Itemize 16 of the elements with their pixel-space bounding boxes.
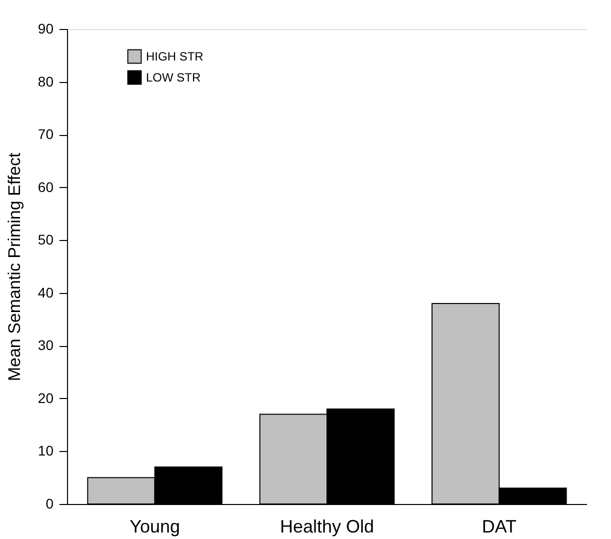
- y-tick-label: 20: [38, 390, 54, 406]
- y-tick-label: 90: [38, 20, 54, 36]
- y-tick-label: 30: [38, 337, 54, 354]
- y-tick-label: 0: [46, 496, 54, 512]
- x-tick-label: DAT: [482, 516, 517, 536]
- y-tick-label: 10: [38, 442, 54, 459]
- y-tick-label: 80: [38, 73, 54, 90]
- legend-label: LOW STR: [146, 70, 201, 84]
- x-tick-label: Healthy Old: [280, 516, 374, 536]
- y-tick-label: 40: [38, 284, 54, 300]
- legend-label: HIGH STR: [146, 50, 204, 64]
- y-tick-label: 70: [38, 126, 54, 142]
- y-tick-label: 60: [38, 178, 54, 195]
- y-axis-title: Mean Semantic Priming Effect: [4, 152, 24, 382]
- y-tick-label: 50: [38, 232, 54, 248]
- x-tick-label: Young: [130, 516, 180, 536]
